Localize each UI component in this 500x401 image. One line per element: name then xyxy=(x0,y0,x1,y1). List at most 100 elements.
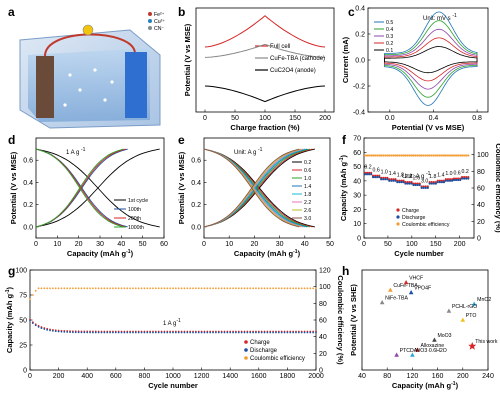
discharge-point xyxy=(237,331,240,334)
ce-point xyxy=(426,154,429,157)
y2-axis-title: Coulombic efficiency (%) xyxy=(494,143,500,233)
legend-label: 200th xyxy=(128,216,141,222)
discharge-point xyxy=(72,331,74,334)
discharge-point xyxy=(266,331,269,334)
ce-point xyxy=(29,298,31,301)
discharge-point xyxy=(112,331,114,334)
x-tick-label: 400 xyxy=(81,373,93,380)
x-tick-label: 10 xyxy=(53,241,61,248)
y-tick-label: 0.4 xyxy=(23,180,33,187)
discharge-point xyxy=(86,331,89,334)
legend-marker xyxy=(244,340,248,344)
discharge-point xyxy=(457,178,460,182)
x-tick-label: 2000 xyxy=(308,373,324,380)
legend-label: CuC2O4 (anode) xyxy=(270,68,316,74)
point-label: PTO xyxy=(466,313,477,319)
ce-point xyxy=(134,287,137,290)
discharge-point xyxy=(100,331,103,334)
discharge-point xyxy=(430,182,433,185)
ce-point xyxy=(404,154,407,157)
ce-point xyxy=(283,287,286,290)
ce-point xyxy=(249,287,252,290)
discharge-point xyxy=(412,183,415,187)
y-tick-label: 0 xyxy=(357,236,361,243)
discharge-point xyxy=(450,179,454,182)
discharge-point xyxy=(367,173,371,176)
legend-label: 1000th xyxy=(128,225,144,231)
discharge-point xyxy=(436,181,439,184)
ce-point xyxy=(289,287,292,290)
rate-label: 2.6 xyxy=(413,175,420,181)
ce-point xyxy=(174,287,177,290)
x-tick-label: 50 xyxy=(139,241,147,248)
x-tick-label: 240 xyxy=(482,373,494,380)
x-axis-title: Capacity (mAh g-1) xyxy=(67,249,134,258)
discharge-curve xyxy=(35,148,126,228)
discharge-point xyxy=(394,179,397,182)
discharge-point xyxy=(43,328,46,330)
point-label: MnO2 xyxy=(477,297,491,303)
ce-point xyxy=(169,287,172,290)
discharge-point xyxy=(192,331,194,334)
rate-label: 1.8 xyxy=(397,173,404,179)
y-axis-title: Potential (V vs MSE) xyxy=(183,23,192,96)
discharge-point xyxy=(303,331,306,334)
discharge-point xyxy=(374,176,377,179)
cv-curve xyxy=(384,28,478,90)
discharge-point xyxy=(440,181,444,184)
discharge-point xyxy=(306,331,309,334)
point-label: WO3·0.6H2O xyxy=(415,348,446,354)
ce-point xyxy=(235,287,237,290)
discharge-point xyxy=(289,331,292,334)
discharge-point xyxy=(404,182,407,185)
ce-point xyxy=(72,287,74,290)
legend-label: 1.0 xyxy=(304,176,311,182)
discharge-point xyxy=(154,331,157,334)
discharge-point xyxy=(312,331,315,334)
chart-h: 40 80 120 160 200 240 Capacity (mAh g-1) Potent… xyxy=(349,269,498,390)
ce-point xyxy=(280,287,283,290)
y-axis-title: Potential (V vs SHE) xyxy=(349,284,358,356)
x-tick-label: 40 xyxy=(301,241,309,248)
y2-tick-label: 100 xyxy=(319,284,331,291)
ce-point xyxy=(392,154,395,157)
discharge-point xyxy=(180,331,183,334)
discharge-point xyxy=(388,179,391,182)
ce-point xyxy=(166,287,169,290)
x-tick-label: 1200 xyxy=(194,373,210,380)
discharge-point xyxy=(235,331,237,334)
discharge-point xyxy=(232,331,234,334)
discharge-point xyxy=(143,331,146,334)
legend-label: 0.4 xyxy=(386,27,393,33)
legend-marker xyxy=(396,208,400,212)
discharge-point xyxy=(94,331,97,334)
discharge-point xyxy=(83,331,86,334)
ce-point xyxy=(109,287,111,290)
legend-marker xyxy=(396,215,400,219)
discharge-point xyxy=(442,181,446,184)
ce-point xyxy=(448,154,452,157)
discharge-point xyxy=(452,178,456,182)
ce-point xyxy=(92,287,94,290)
discharge-point xyxy=(60,330,63,333)
discharge-point xyxy=(200,331,203,334)
ce-point xyxy=(197,287,200,290)
ce-point xyxy=(252,287,254,290)
x-tick-label: 150 xyxy=(430,241,442,248)
discharge-point xyxy=(420,186,423,189)
discharge-point xyxy=(89,331,91,334)
ce-point xyxy=(54,287,57,290)
ce-point xyxy=(315,287,317,290)
y2-tick-label: 40 xyxy=(319,334,327,341)
electrolyte xyxy=(28,48,150,122)
panel-label-e: e xyxy=(178,133,185,147)
data-marker xyxy=(394,352,399,357)
panel-label-d: d xyxy=(8,133,15,147)
unit-annotation: Unit: A g -1 xyxy=(402,171,431,180)
discharge-point xyxy=(177,331,180,334)
discharge-point xyxy=(363,173,367,176)
ce-point xyxy=(60,287,63,290)
x-tick-label: 60 xyxy=(160,241,168,248)
rate-label: 0.2 xyxy=(364,165,371,171)
discharge-point xyxy=(146,331,149,334)
